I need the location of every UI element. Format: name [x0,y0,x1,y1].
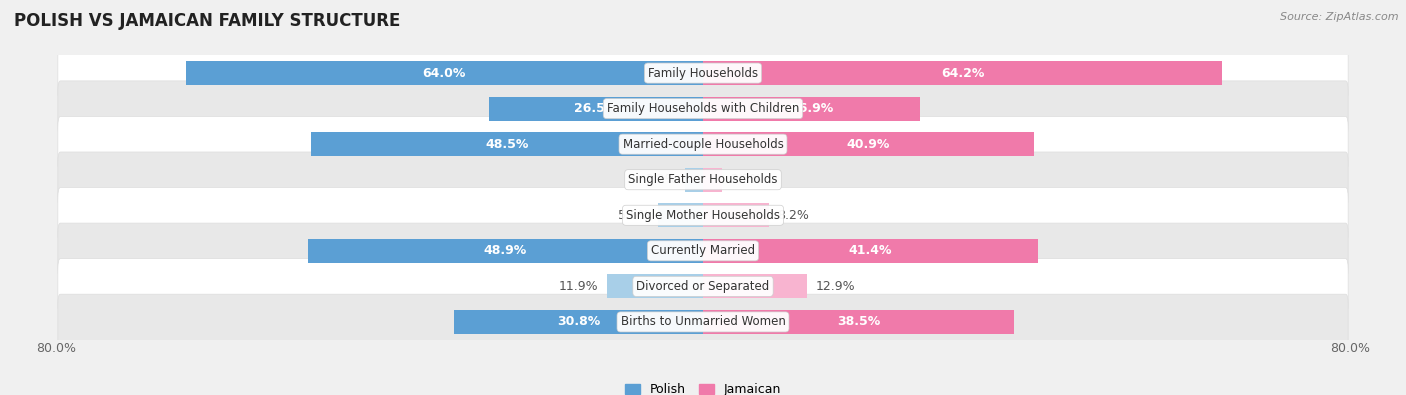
Text: 30.8%: 30.8% [557,316,600,328]
Bar [703,96,921,121]
Bar [703,61,1222,85]
Bar [703,310,1014,334]
FancyBboxPatch shape [58,294,1348,350]
FancyBboxPatch shape [58,223,1348,278]
Bar [703,274,807,299]
Bar [186,61,703,85]
Text: Single Mother Households: Single Mother Households [626,209,780,222]
Bar [489,96,703,121]
Text: Married-couple Households: Married-couple Households [623,138,783,150]
FancyBboxPatch shape [58,188,1348,243]
Bar [685,167,703,192]
Bar [454,310,703,334]
Text: 11.9%: 11.9% [560,280,599,293]
Bar [703,167,721,192]
Text: Family Households: Family Households [648,67,758,79]
Text: 41.4%: 41.4% [849,245,891,257]
FancyBboxPatch shape [58,259,1348,314]
Text: 64.0%: 64.0% [423,67,465,79]
Text: Divorced or Separated: Divorced or Separated [637,280,769,293]
Text: 26.9%: 26.9% [790,102,834,115]
Text: 38.5%: 38.5% [837,316,880,328]
Text: 12.9%: 12.9% [815,280,855,293]
Text: 64.2%: 64.2% [941,67,984,79]
Bar [607,274,703,299]
Bar [311,132,703,156]
Text: 48.5%: 48.5% [485,138,529,150]
Text: 40.9%: 40.9% [846,138,890,150]
Text: Family Households with Children: Family Households with Children [607,102,799,115]
Bar [308,239,703,263]
Text: Currently Married: Currently Married [651,245,755,257]
Text: Births to Unmarried Women: Births to Unmarried Women [620,316,786,328]
Bar [703,203,769,228]
Text: POLISH VS JAMAICAN FAMILY STRUCTURE: POLISH VS JAMAICAN FAMILY STRUCTURE [14,12,401,30]
FancyBboxPatch shape [58,81,1348,136]
Text: 8.2%: 8.2% [778,209,810,222]
Bar [658,203,703,228]
Text: 2.3%: 2.3% [730,173,762,186]
Text: 26.5%: 26.5% [574,102,617,115]
Legend: Polish, Jamaican: Polish, Jamaican [626,383,780,395]
Bar [703,239,1038,263]
FancyBboxPatch shape [58,152,1348,207]
Text: 2.2%: 2.2% [645,173,678,186]
Text: Single Father Households: Single Father Households [628,173,778,186]
Bar [703,132,1033,156]
Text: 5.6%: 5.6% [617,209,650,222]
Text: 48.9%: 48.9% [484,245,527,257]
FancyBboxPatch shape [58,117,1348,172]
FancyBboxPatch shape [58,45,1348,101]
Text: Source: ZipAtlas.com: Source: ZipAtlas.com [1281,12,1399,22]
